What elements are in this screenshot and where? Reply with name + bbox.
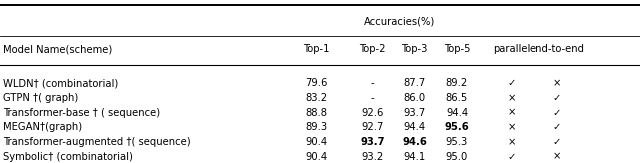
Text: ✓: ✓ (508, 152, 516, 162)
Text: 93.2: 93.2 (362, 152, 383, 162)
Text: Transformer-augmented †( sequence): Transformer-augmented †( sequence) (3, 137, 191, 147)
Text: Transformer-base † ( sequence): Transformer-base † ( sequence) (3, 108, 161, 118)
Text: 92.6: 92.6 (362, 108, 383, 118)
Text: MEGAN†(graph): MEGAN†(graph) (3, 122, 83, 132)
Text: Accuracies(%): Accuracies(%) (364, 16, 436, 26)
Text: ×: × (552, 152, 561, 162)
Text: 95.0: 95.0 (446, 152, 468, 162)
Text: 79.6: 79.6 (306, 78, 328, 88)
Text: GTPN †( graph): GTPN †( graph) (3, 93, 79, 103)
Text: 94.4: 94.4 (446, 108, 468, 118)
Text: WLDN† (combinatorial): WLDN† (combinatorial) (3, 78, 118, 88)
Text: ×: × (508, 93, 516, 103)
Text: Top-1: Top-1 (303, 44, 330, 54)
Text: 88.8: 88.8 (306, 108, 328, 118)
Text: ✓: ✓ (552, 137, 561, 147)
Text: 86.0: 86.0 (404, 93, 426, 103)
Text: ✓: ✓ (552, 122, 561, 132)
Text: -: - (371, 78, 374, 88)
Text: ✓: ✓ (508, 78, 516, 88)
Text: Top-2: Top-2 (359, 44, 386, 54)
Text: ✓: ✓ (552, 93, 561, 103)
Text: Model Name(scheme): Model Name(scheme) (3, 44, 113, 54)
Text: 90.4: 90.4 (306, 152, 328, 162)
Text: Top-3: Top-3 (401, 44, 428, 54)
Text: ×: × (508, 137, 516, 147)
Text: end-to-end: end-to-end (529, 44, 584, 54)
Text: -: - (371, 93, 374, 103)
Text: 94.4: 94.4 (404, 122, 426, 132)
Text: ×: × (508, 108, 516, 118)
Text: 86.5: 86.5 (446, 93, 468, 103)
Text: 87.7: 87.7 (404, 78, 426, 88)
Text: 90.4: 90.4 (306, 137, 328, 147)
Text: Symbolic† (combinatorial): Symbolic† (combinatorial) (3, 152, 133, 162)
Text: ×: × (508, 122, 516, 132)
Text: 92.7: 92.7 (362, 122, 383, 132)
Text: 94.6: 94.6 (403, 137, 427, 147)
Text: 89.3: 89.3 (306, 122, 328, 132)
Text: 95.6: 95.6 (445, 122, 469, 132)
Text: 93.7: 93.7 (404, 108, 426, 118)
Text: 94.1: 94.1 (404, 152, 426, 162)
Text: 83.2: 83.2 (306, 93, 328, 103)
Text: 89.2: 89.2 (446, 78, 468, 88)
Text: 93.7: 93.7 (360, 137, 385, 147)
Text: parallel: parallel (493, 44, 531, 54)
Text: 95.3: 95.3 (446, 137, 468, 147)
Text: Top-5: Top-5 (444, 44, 470, 54)
Text: ✓: ✓ (552, 108, 561, 118)
Text: ×: × (552, 78, 561, 88)
